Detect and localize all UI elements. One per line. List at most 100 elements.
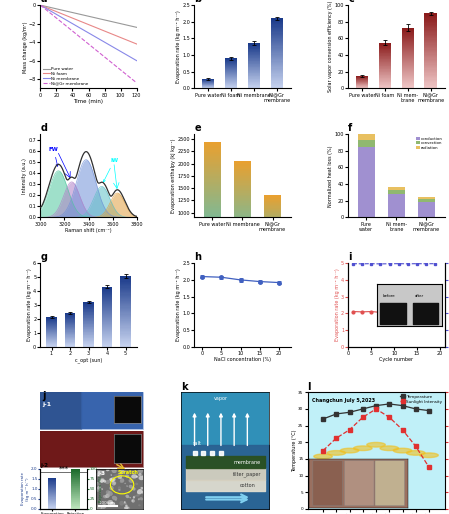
Bar — [424, 44, 437, 45]
Bar — [270, 29, 283, 30]
Bar — [84, 305, 93, 306]
Ellipse shape — [120, 479, 124, 483]
Bar — [102, 293, 112, 294]
Bar — [84, 336, 93, 337]
Bar — [102, 311, 112, 313]
Bar — [71, 475, 79, 476]
Bar — [247, 77, 260, 78]
Bar — [264, 210, 281, 211]
Bar — [270, 83, 283, 84]
Ni membrane — [86, 30, 91, 36]
Bar — [270, 58, 283, 59]
Temperature — [400, 402, 405, 409]
Bar — [424, 54, 437, 56]
Bar — [204, 240, 220, 242]
Bar — [120, 303, 131, 304]
Bar — [379, 73, 391, 74]
Bar — [264, 240, 281, 241]
Y-axis label: Intensity (a.u.): Intensity (a.u.) — [22, 158, 27, 194]
Pure water — [102, 17, 107, 23]
Bar — [234, 210, 251, 211]
Bar — [234, 219, 251, 222]
Bar — [264, 222, 281, 223]
Bar — [264, 226, 281, 227]
Text: Changchun July 5,2023: Changchun July 5,2023 — [312, 398, 375, 402]
Bar — [401, 58, 414, 59]
Sunlight Intensity — [347, 427, 352, 433]
Bar — [264, 223, 281, 224]
Bar — [270, 74, 283, 75]
Bar — [71, 500, 79, 501]
Bar — [424, 46, 437, 47]
Bar — [401, 40, 414, 41]
Bar — [247, 71, 260, 72]
Bar — [120, 324, 131, 325]
Bar — [234, 171, 251, 173]
Bar — [270, 33, 283, 35]
Bar — [401, 57, 414, 58]
Bar — [401, 38, 414, 39]
Text: c: c — [348, 0, 354, 4]
Ellipse shape — [138, 504, 141, 506]
Bar — [264, 217, 281, 218]
Y-axis label: Mass change (kg/m²): Mass change (kg/m²) — [22, 21, 27, 72]
Bar — [234, 233, 251, 235]
Bar — [424, 72, 437, 74]
Bar — [424, 86, 437, 87]
Bar — [247, 84, 260, 85]
Bar — [71, 494, 79, 495]
Ellipse shape — [109, 478, 114, 482]
Ellipse shape — [134, 495, 136, 497]
Bar — [424, 25, 437, 26]
Bar — [247, 62, 260, 63]
Bar — [48, 493, 56, 494]
Bar — [48, 485, 56, 486]
Bar — [120, 304, 131, 305]
Bar — [48, 484, 56, 485]
Bar — [270, 37, 283, 38]
Bar — [424, 41, 437, 42]
Bar — [65, 343, 75, 344]
Bar — [120, 306, 131, 307]
Ellipse shape — [124, 501, 126, 503]
Bar — [264, 248, 281, 249]
Bar — [264, 225, 281, 226]
Bar — [204, 186, 220, 188]
Bar — [270, 22, 283, 23]
Bar — [84, 302, 93, 303]
Bar — [65, 320, 75, 321]
Bar — [264, 234, 281, 235]
Bar — [102, 335, 112, 336]
Bar — [247, 63, 260, 64]
Bar — [65, 331, 75, 332]
Bar — [120, 281, 131, 282]
Bar — [102, 334, 112, 335]
Bar — [120, 279, 131, 281]
Bar — [71, 470, 79, 471]
Bar — [379, 77, 391, 78]
Bar — [234, 236, 251, 238]
Bar — [48, 494, 56, 495]
Bar — [247, 68, 260, 69]
Bar — [102, 328, 112, 329]
Bar — [401, 74, 414, 75]
Bar — [102, 344, 112, 345]
Bar — [234, 213, 251, 215]
Bar — [234, 225, 251, 226]
Ellipse shape — [103, 495, 107, 499]
Bar — [247, 76, 260, 77]
Ellipse shape — [125, 494, 129, 498]
Pure water — [118, 21, 123, 27]
Bar — [120, 299, 131, 301]
Bar — [264, 200, 281, 201]
Bar — [120, 334, 131, 335]
Bar — [247, 45, 260, 46]
Bar — [401, 63, 414, 64]
Bar — [102, 294, 112, 295]
Bar — [102, 316, 112, 317]
Bar — [401, 44, 414, 45]
Ellipse shape — [124, 468, 126, 470]
Bar — [102, 308, 112, 309]
Bar — [270, 41, 283, 42]
Bar — [84, 322, 93, 323]
